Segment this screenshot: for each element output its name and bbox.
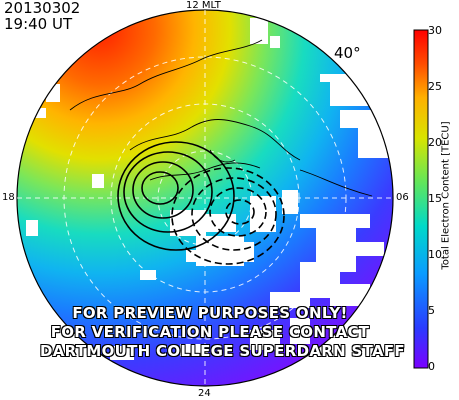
colorbar-tick: 30 (428, 24, 442, 37)
colorbar-tick: 15 (428, 192, 442, 205)
potential-contours-solid (117, 141, 235, 251)
date-label: 20130302 (4, 0, 81, 17)
watermark-line: FOR VERIFICATION PLEASE CONTACT (50, 323, 370, 341)
colorbar-tick: 10 (428, 248, 442, 261)
mlt-label-bottom: 24 (198, 388, 211, 399)
colorbar-tick: 5 (428, 304, 435, 317)
latitude-grid (17, 10, 393, 386)
time-label: 19:40 UT (4, 15, 73, 33)
latitude-label: 40° (334, 44, 361, 62)
mlt-label-right: 06 (396, 192, 409, 203)
colorbar (413, 29, 429, 369)
mlt-label-left: 18 (2, 192, 15, 203)
colorbar-tick: 25 (428, 80, 442, 93)
watermark-line: DARTMOUTH COLLEGE SUPERDARN STAFF (40, 342, 405, 360)
watermark-line: FOR PREVIEW PURPOSES ONLY! (72, 304, 348, 322)
preview-watermark: FOR PREVIEW PURPOSES ONLY! FOR VERIFICAT… (40, 304, 405, 361)
mlt-label-top: 12 MLT (186, 0, 221, 11)
colorbar-tick: 0 (428, 360, 435, 373)
colorbar-title-text: Total Electron Content [TECU] (440, 121, 452, 270)
potential-contours-dashed (171, 167, 285, 265)
colorbar-tick: 20 (428, 136, 442, 149)
